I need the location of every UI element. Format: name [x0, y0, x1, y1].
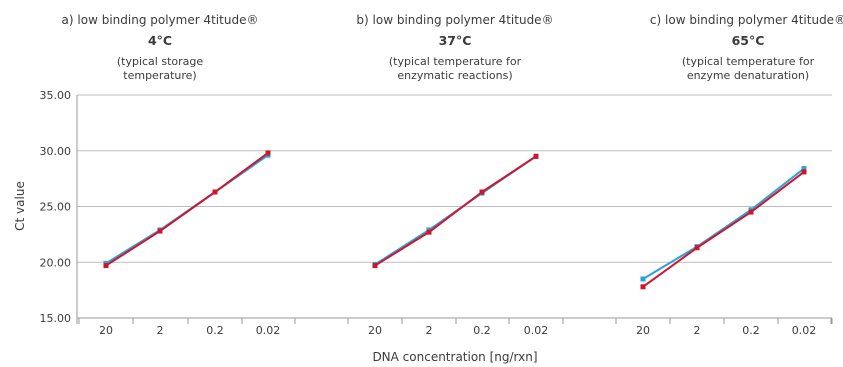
- data-point: [533, 153, 539, 159]
- panel-subtitle-line: enzyme denaturation): [687, 69, 809, 82]
- y-axis-title: Ct value: [13, 181, 27, 231]
- panel-temperature: 4°C: [148, 33, 172, 48]
- axes: [76, 95, 833, 324]
- data-point: [426, 229, 432, 235]
- panel-subtitle-line: (typical temperature for: [389, 55, 522, 68]
- x-tick-label: 2: [694, 324, 701, 337]
- x-tick-label: 0.2: [742, 324, 760, 337]
- x-tick-label: 20: [368, 324, 382, 337]
- panel-subtitle-line: temperature): [123, 69, 196, 82]
- data-series: [103, 150, 807, 290]
- panel-title: a) low binding polymer 4titude®: [62, 13, 259, 27]
- data-point: [801, 166, 807, 172]
- x-tick-label: 0.02: [792, 324, 817, 337]
- series-line: [374, 155, 537, 267]
- panel-title: c) low binding polymer 4titude®: [650, 13, 843, 27]
- panel-subtitle-line: enzymatic reactions): [397, 69, 512, 82]
- data-point: [801, 169, 807, 175]
- data-point: [640, 284, 646, 290]
- data-point: [372, 263, 378, 269]
- panel-temperature: 37°C: [439, 33, 472, 48]
- data-point: [748, 209, 754, 215]
- x-tick-label: 0.02: [524, 324, 549, 337]
- data-point: [157, 228, 163, 234]
- data-point: [640, 276, 646, 282]
- gridlines: [77, 94, 832, 319]
- x-tick-label: 0.2: [473, 324, 491, 337]
- y-tick-label: 30.00: [40, 145, 72, 158]
- x-axis-title: DNA concentration [ng/rxn]: [372, 350, 537, 364]
- y-tick-label: 15.00: [40, 312, 72, 325]
- data-point: [212, 189, 218, 195]
- data-point: [103, 263, 109, 269]
- y-tick-label: 25.00: [40, 201, 72, 214]
- panel-subtitle-line: (typical temperature for: [682, 55, 815, 68]
- y-tick-label: 35.00: [40, 89, 72, 102]
- panel-subtitle-line: (typical storage: [117, 55, 204, 68]
- data-point: [265, 150, 271, 156]
- data-point: [694, 245, 700, 251]
- y-tick-label: 20.00: [40, 256, 72, 269]
- panel-temperature: 65°C: [732, 33, 765, 48]
- data-point: [479, 189, 485, 195]
- x-tick-label: 20: [99, 324, 113, 337]
- chart-text: 35.00 30.00 25.00 20.00 15.00 a) low binding …: [13, 13, 843, 364]
- series-line: [105, 152, 269, 267]
- panel-title: b) low binding polymer 4titude®: [356, 13, 553, 27]
- x-tick-label: 0.2: [206, 324, 224, 337]
- series-line: [642, 171, 805, 288]
- x-tick-label: 2: [426, 324, 433, 337]
- x-tick-label: 0.02: [256, 324, 281, 337]
- series-line: [642, 167, 805, 280]
- x-tick-label: 20: [636, 324, 650, 337]
- x-tick-label: 2: [157, 324, 164, 337]
